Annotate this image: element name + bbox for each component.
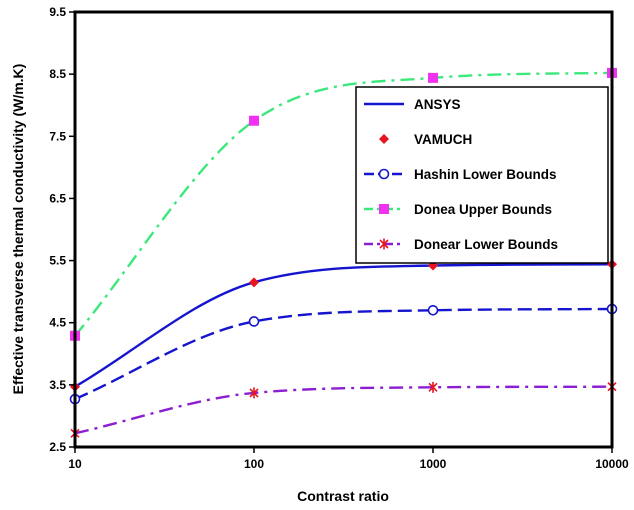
data-point-s3-1	[249, 115, 259, 126]
legend-label: Hashin Lower Bounds	[414, 167, 557, 182]
series-line-4	[74, 385, 613, 435]
legend-swatch-marker	[379, 238, 389, 250]
x-tick-label: 1000	[420, 457, 447, 471]
y-axis-ticks: 2.5 3.5 4.5 5.5 6.5 7.5 8.5 9.5	[49, 5, 75, 454]
y-tick-label: 7.5	[49, 129, 66, 143]
x-tick-label: 100	[244, 457, 264, 471]
y-tick-label: 9.5	[49, 5, 66, 19]
legend-swatch-marker	[379, 204, 389, 214]
series-line-0	[74, 263, 613, 388]
y-tick-label: 2.5	[49, 440, 66, 454]
x-axis-title: Contrast ratio	[297, 488, 389, 504]
y-tick-label: 3.5	[49, 378, 66, 392]
legend-label: VAMUCH	[414, 132, 472, 147]
y-tick-label: 5.5	[49, 254, 66, 268]
legend-label: Donear Lower Bounds	[414, 237, 558, 252]
y-axis-title: Effective transverse thermal conductivit…	[10, 64, 26, 395]
legend-swatch-marker	[378, 168, 390, 180]
legend-label: ANSYS	[414, 97, 461, 112]
series-line-2	[74, 307, 613, 401]
data-point-s2-1	[248, 316, 260, 327]
data-point-s1-1	[249, 277, 259, 288]
x-axis-ticks: 10 100 1000 10000	[68, 447, 629, 471]
x-tick-label: 10	[68, 457, 82, 471]
legend: ANSYS VAMUCH Hashin Lower Bounds Donea Uppe…	[355, 86, 609, 264]
plot-area-frame	[73, 10, 614, 449]
legend-swatch-marker	[379, 134, 389, 144]
y-tick-label: 4.5	[49, 316, 66, 330]
legend-label: Donea Upper Bounds	[414, 202, 552, 217]
data-point-s4-1	[249, 387, 259, 399]
y-tick-label: 6.5	[49, 191, 66, 205]
data-point-s2-2	[427, 304, 439, 316]
data-point-s4-2	[428, 381, 438, 393]
series-lines	[74, 71, 613, 435]
series-line-3	[74, 71, 613, 337]
y-tick-label: 8.5	[49, 67, 66, 81]
x-tick-label: 10000	[595, 457, 629, 471]
data-point-s3-2	[428, 72, 438, 83]
